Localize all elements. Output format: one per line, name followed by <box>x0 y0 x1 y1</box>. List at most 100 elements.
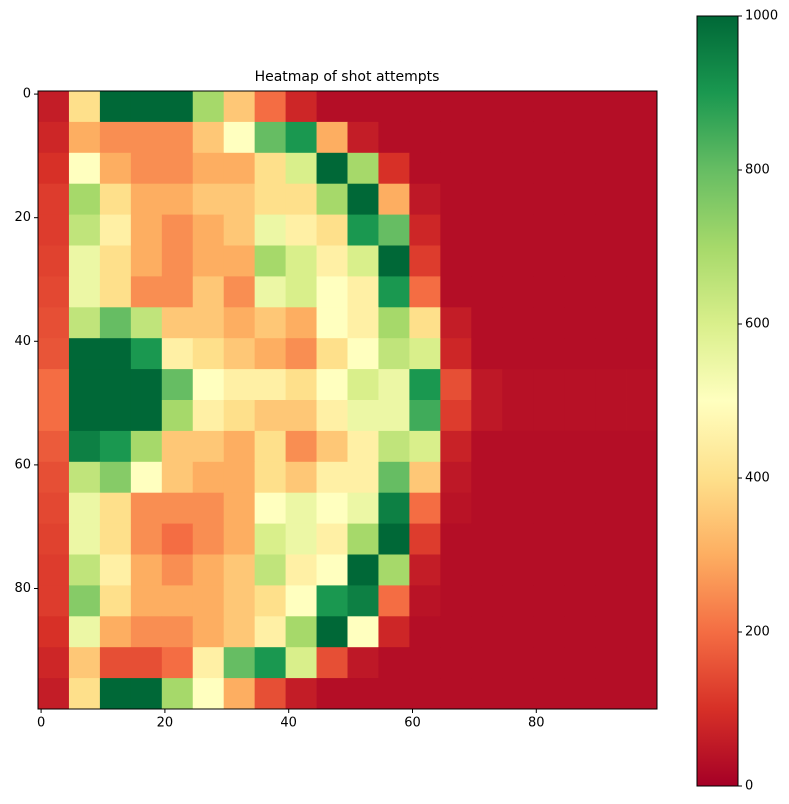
heat-cell <box>440 245 472 277</box>
heat-cell <box>533 400 565 432</box>
heat-cell <box>316 400 348 432</box>
y-tick-label: 60 <box>14 457 31 472</box>
heat-cell <box>161 369 194 401</box>
heat-cell <box>409 121 441 154</box>
heat-cell <box>502 152 534 185</box>
heat-cell <box>99 369 132 401</box>
heat-cell <box>192 430 225 463</box>
heat-cell <box>595 121 627 154</box>
heat-cell <box>595 338 627 370</box>
heat-cell <box>471 276 503 308</box>
heat-cell <box>316 369 348 401</box>
heat-cell <box>316 91 348 123</box>
heat-cell <box>161 616 194 648</box>
heat-cell <box>378 585 410 617</box>
heat-cell <box>38 554 70 586</box>
heat-cell <box>409 214 441 246</box>
heat-cell <box>502 647 534 679</box>
heat-cell <box>161 585 194 617</box>
plot-frame <box>37 90 658 710</box>
heat-cell <box>99 492 132 524</box>
heat-cell <box>440 554 472 586</box>
heat-cell <box>130 400 163 432</box>
heat-cell <box>440 461 472 494</box>
heat-cell <box>223 338 256 370</box>
heat-cell <box>564 585 596 617</box>
x-tick-label: 0 <box>37 716 45 731</box>
heat-cell <box>223 121 256 154</box>
heat-cell <box>38 152 70 185</box>
heat-cell <box>533 492 565 524</box>
heat-cell <box>502 245 534 277</box>
heat-cell <box>99 214 132 246</box>
colorbar-tick-label: 1000 <box>745 9 778 24</box>
heat-cell <box>595 214 627 246</box>
heat-cell <box>161 338 194 370</box>
heat-cell <box>316 338 348 370</box>
heat-cell <box>130 678 163 710</box>
heat-cell <box>347 461 379 494</box>
heat-cell <box>564 554 596 586</box>
heat-cell <box>471 245 503 277</box>
heat-cell <box>533 554 565 586</box>
heat-cell <box>502 430 534 463</box>
heat-cell <box>161 121 194 154</box>
heat-cell <box>285 183 317 215</box>
heat-cell <box>347 585 379 617</box>
heat-cell <box>99 647 132 679</box>
heat-cell <box>68 307 101 339</box>
heat-cell <box>440 616 472 648</box>
heat-cell <box>316 616 348 648</box>
heat-cell <box>223 214 256 246</box>
heat-cell <box>316 276 348 308</box>
heat-cell <box>316 214 348 246</box>
heat-cell <box>595 400 627 432</box>
heat-cell <box>626 245 658 277</box>
colorbar-tick-label: 0 <box>745 779 753 794</box>
colorbar-tick-label: 200 <box>745 625 770 640</box>
heat-cell <box>38 400 70 432</box>
heat-cell <box>409 369 441 401</box>
heat-cell <box>347 276 379 308</box>
heat-cell <box>254 678 286 710</box>
heat-cell <box>161 678 194 710</box>
heat-cell <box>99 276 132 308</box>
heat-cell <box>595 183 627 215</box>
heat-cell <box>285 678 317 710</box>
heat-cell <box>595 245 627 277</box>
heat-cell <box>223 492 256 524</box>
heat-cell <box>564 492 596 524</box>
heat-cell <box>502 369 534 401</box>
heat-cell <box>347 492 379 524</box>
heat-cell <box>409 647 441 679</box>
heat-cell <box>38 647 70 679</box>
heat-cell <box>564 647 596 679</box>
heat-cell <box>440 338 472 370</box>
heat-cell <box>68 616 101 648</box>
heat-cell <box>347 369 379 401</box>
y-tick-label: 40 <box>14 334 31 349</box>
heat-cell <box>316 492 348 524</box>
heat-cell <box>347 245 379 277</box>
heat-cell <box>316 461 348 494</box>
heat-cell <box>533 121 565 154</box>
heat-cell <box>347 121 379 154</box>
heat-cell <box>378 91 410 123</box>
heat-cell <box>254 616 286 648</box>
heat-cell <box>440 678 472 710</box>
heat-cell <box>192 152 225 185</box>
heat-cell <box>68 523 101 555</box>
heat-cell <box>595 369 627 401</box>
heat-cell <box>626 647 658 679</box>
heat-cell <box>626 152 658 185</box>
heat-cell <box>68 91 101 123</box>
heat-cell <box>378 214 410 246</box>
y-tick-label: 0 <box>23 87 31 102</box>
heat-cell <box>223 369 256 401</box>
heat-cell <box>595 307 627 339</box>
heat-cell <box>223 678 256 710</box>
heat-cell <box>595 91 627 123</box>
heat-cell <box>38 369 70 401</box>
heat-cell <box>347 554 379 586</box>
